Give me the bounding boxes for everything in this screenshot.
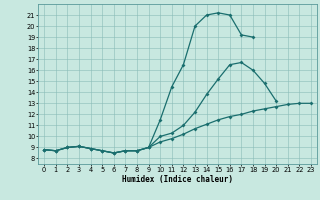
X-axis label: Humidex (Indice chaleur): Humidex (Indice chaleur)	[122, 175, 233, 184]
